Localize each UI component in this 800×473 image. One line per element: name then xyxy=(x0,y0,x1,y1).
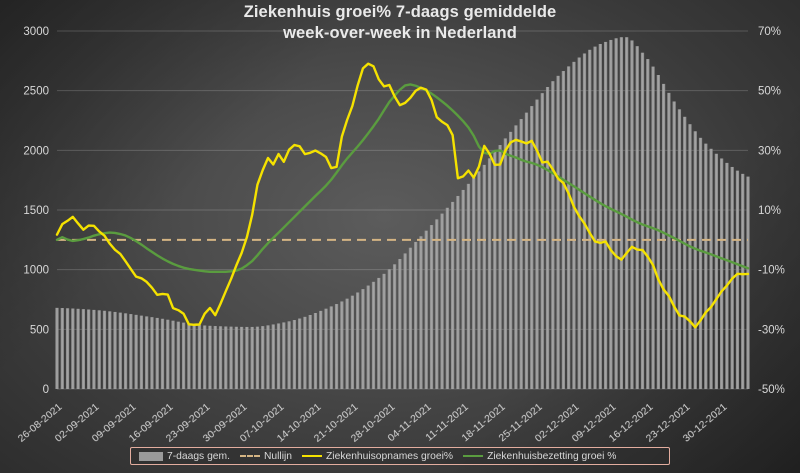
svg-text:70%: 70% xyxy=(758,26,781,38)
svg-text:-30%: -30% xyxy=(758,324,785,336)
svg-text:-50%: -50% xyxy=(758,384,785,396)
svg-text:30%: 30% xyxy=(758,145,781,157)
svg-text:500: 500 xyxy=(30,324,49,336)
svg-text:2000: 2000 xyxy=(23,145,49,157)
svg-text:3000: 3000 xyxy=(23,26,49,38)
svg-text:1000: 1000 xyxy=(23,265,49,277)
svg-text:0: 0 xyxy=(43,384,49,396)
svg-text:2500: 2500 xyxy=(23,86,49,98)
svg-text:10%: 10% xyxy=(758,205,781,217)
svg-text:50%: 50% xyxy=(758,86,781,98)
svg-text:-10%: -10% xyxy=(758,265,785,277)
svg-text:1500: 1500 xyxy=(23,205,49,217)
